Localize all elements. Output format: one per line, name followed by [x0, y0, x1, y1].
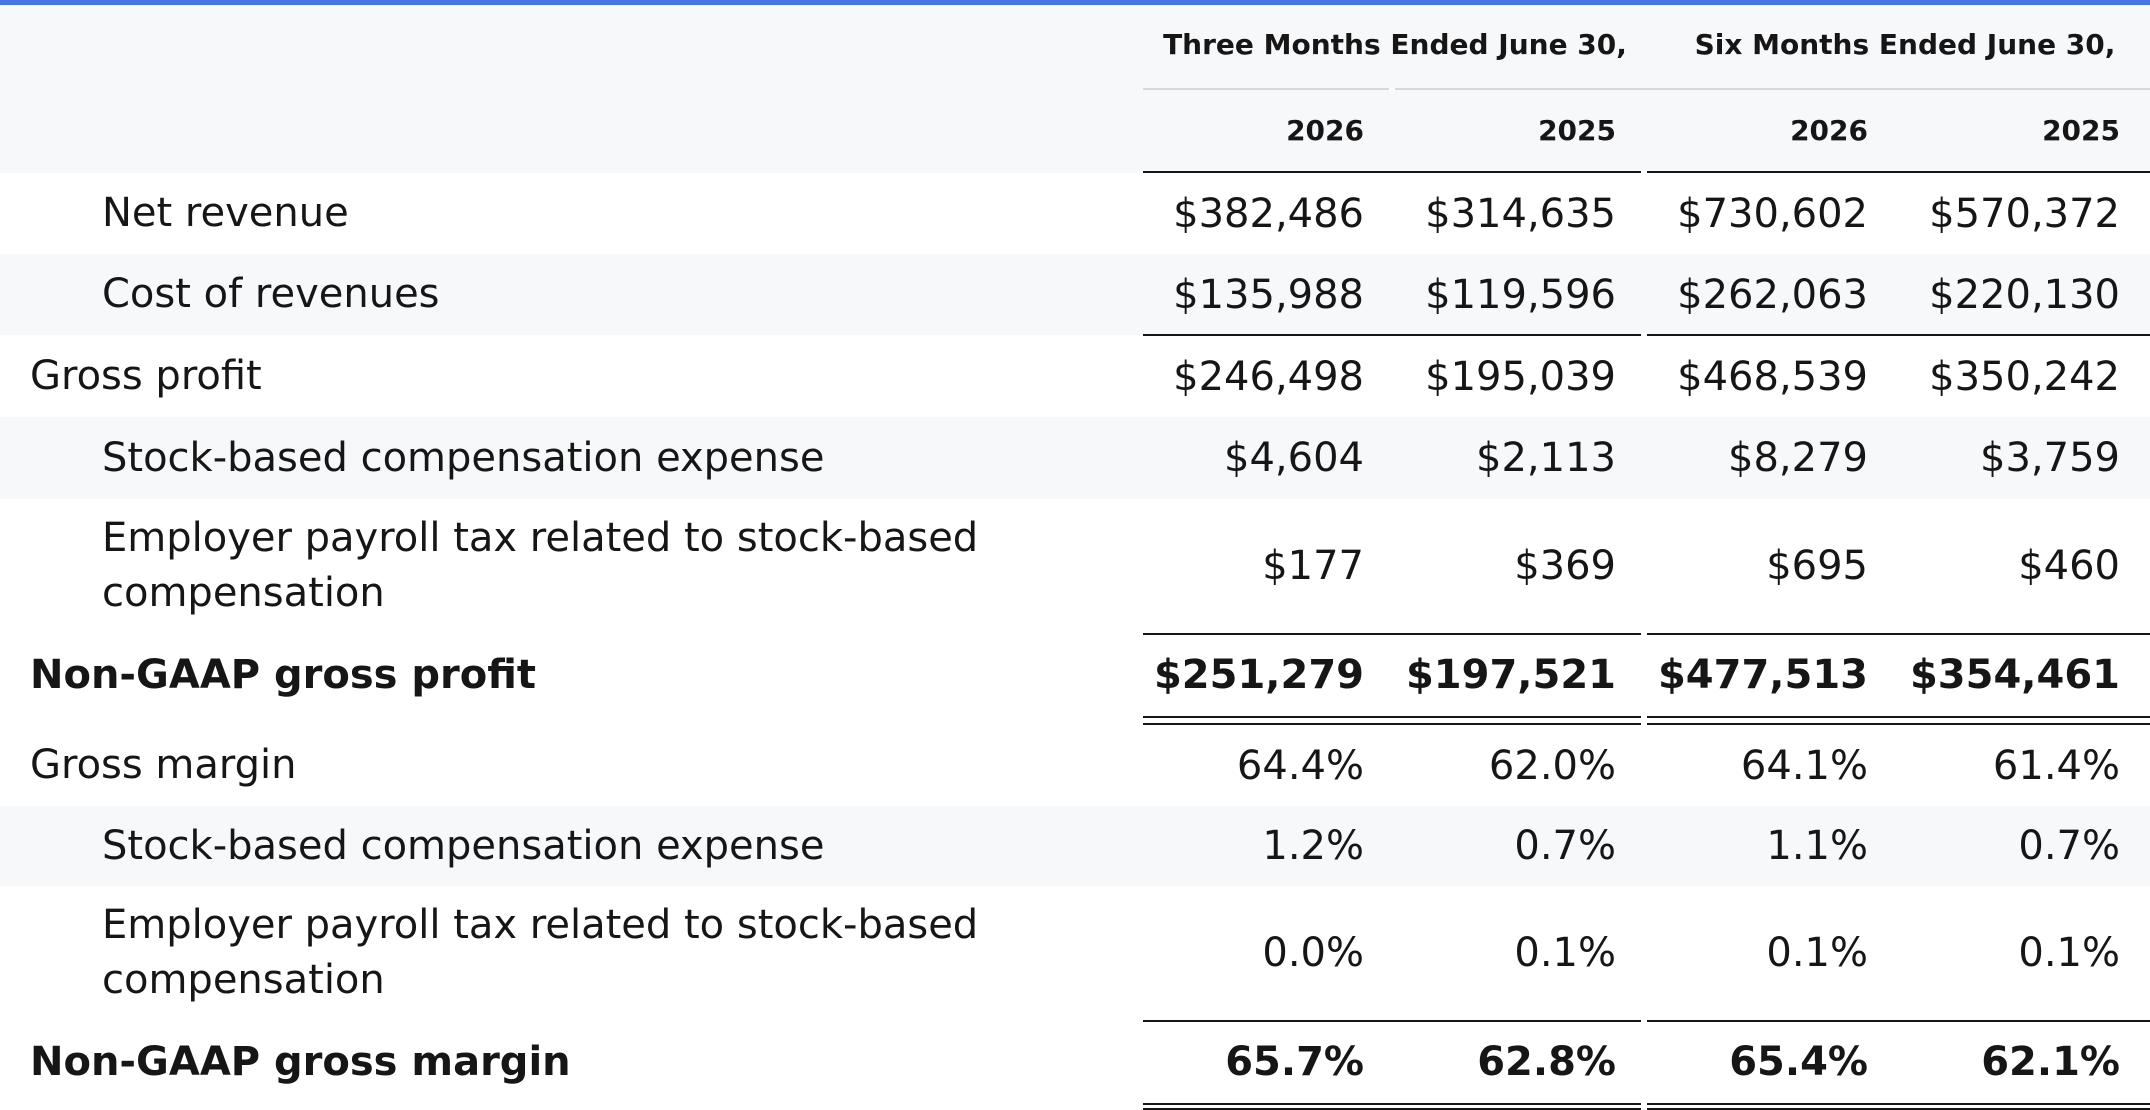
cell-value: $570,372 — [1929, 190, 2120, 237]
table-row: Stock-based compensation expense 1.2% 0.… — [0, 806, 2150, 886]
cell-value: 65.7% — [1225, 1039, 1364, 1085]
cell-value: 65.4% — [1729, 1039, 1868, 1085]
cell-value: $3,759 — [1980, 435, 2120, 481]
cell-value: 0.1% — [1514, 930, 1616, 976]
cell-value: $477,513 — [1657, 652, 1868, 698]
cell-value: $354,461 — [1909, 652, 2120, 698]
cell-value: 0.1% — [1766, 930, 1868, 976]
cell-value: $468,539 — [1677, 353, 1868, 400]
rule-gap — [1641, 1102, 1647, 1110]
table-row: Cost of revenues $135,988 $119,596 $262,… — [0, 254, 2150, 335]
cell-value: 62.8% — [1477, 1039, 1616, 1085]
rule-gap — [1641, 170, 1647, 174]
header-year-q-2025: 2025 — [1538, 114, 1616, 147]
table-row: Employer payroll tax related to stock-ba… — [0, 886, 2150, 1020]
cell-value: $195,039 — [1425, 353, 1616, 400]
cell-value: 0.0% — [1262, 930, 1364, 976]
cell-value: $369 — [1514, 543, 1616, 589]
table-row: Non-GAAP gross profit $251,279 $197,521 … — [0, 635, 2150, 715]
header-year-ytd-2025: 2025 — [2042, 114, 2120, 147]
cell-value: $251,279 — [1153, 652, 1364, 698]
table-row: Net revenue $382,486 $314,635 $730,602 $… — [0, 173, 2150, 254]
rule-gap — [1641, 632, 1647, 636]
cell-value: 64.1% — [1740, 742, 1868, 789]
cell-value: $730,602 — [1677, 190, 1868, 237]
cell-value: $4,604 — [1224, 435, 1364, 481]
cell-value: $135,988 — [1173, 271, 1364, 318]
header-group-rule — [1143, 88, 2150, 90]
cell-value: $350,242 — [1929, 353, 2120, 400]
cell-value: 62.0% — [1488, 742, 1616, 789]
cell-value: 0.1% — [2018, 930, 2120, 976]
cell-value: 1.1% — [1766, 823, 1868, 869]
cell-value: $695 — [1766, 543, 1868, 589]
row-label: Non-GAAP gross margin — [30, 1038, 571, 1085]
row-label: Gross margin — [30, 742, 297, 788]
cell-value: 62.1% — [1981, 1039, 2120, 1085]
row-label: Gross profit — [30, 353, 262, 399]
row-label: Employer payroll tax related to stock-ba… — [102, 515, 979, 616]
table-row: Gross profit $246,498 $195,039 $468,539 … — [0, 336, 2150, 417]
cell-value: $220,130 — [1929, 271, 2120, 318]
row-label: Stock-based compensation expense — [102, 434, 825, 481]
cell-value: 0.7% — [2018, 823, 2120, 869]
header-group-three-months: Three Months Ended June 30, — [1163, 28, 1627, 61]
cell-value: $8,279 — [1728, 435, 1868, 481]
row-label: Stock-based compensation expense — [102, 822, 825, 869]
row-label: Employer payroll tax related to stock-ba… — [102, 902, 979, 1003]
table-row: Non-GAAP gross margin 65.7% 62.8% 65.4% … — [0, 1022, 2150, 1102]
cell-value: $262,063 — [1677, 271, 1868, 318]
row-label: Cost of revenues — [102, 271, 440, 317]
accent-bar — [0, 0, 2150, 5]
cell-value: $314,635 — [1425, 190, 1616, 237]
cell-value: $177 — [1262, 543, 1364, 589]
rule-gap — [1641, 715, 1647, 726]
rule-gap — [1641, 333, 1647, 337]
rule-gap — [1389, 88, 1395, 90]
cell-value: $460 — [2018, 543, 2120, 589]
cell-value: $2,113 — [1476, 435, 1616, 481]
header-year-ytd-2026: 2026 — [1790, 114, 1868, 147]
header-group-six-months: Six Months Ended June 30, — [1694, 28, 2116, 61]
table-row: Gross margin 64.4% 62.0% 64.1% 61.4% — [0, 725, 2150, 806]
cell-value: 0.7% — [1514, 823, 1616, 869]
rule-gap — [1641, 1019, 1647, 1023]
row-label: Non-GAAP gross profit — [30, 651, 537, 698]
cell-value: 61.4% — [1992, 742, 2120, 789]
table-row: Employer payroll tax related to stock-ba… — [0, 499, 2150, 633]
cell-value: $119,596 — [1425, 271, 1616, 318]
row-label: Net revenue — [102, 190, 349, 236]
cell-value: $197,521 — [1405, 652, 1616, 698]
header-year-q-2026: 2026 — [1286, 114, 1364, 147]
cell-value: $246,498 — [1173, 353, 1364, 400]
cell-value: $382,486 — [1173, 190, 1364, 237]
table-row: Stock-based compensation expense $4,604 … — [0, 417, 2150, 499]
cell-value: 1.2% — [1262, 823, 1364, 869]
cell-value: 64.4% — [1236, 742, 1364, 789]
